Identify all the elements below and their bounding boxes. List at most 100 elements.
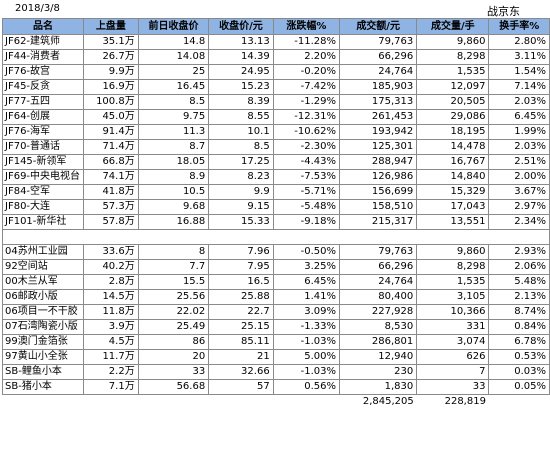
cell-float[interactable]: 7.1万	[83, 379, 139, 395]
cell-float[interactable]: 26.7万	[83, 49, 139, 65]
header-name[interactable]: 品名	[1, 18, 85, 35]
cell-change[interactable]: -5.71%	[272, 184, 341, 200]
cell-change[interactable]: 1.41%	[272, 289, 341, 305]
cell-prev-close[interactable]: 9.75	[137, 109, 210, 125]
cell-prev-close[interactable]: 7.7	[137, 259, 210, 275]
cell-turnover[interactable]: 6.45%	[488, 109, 550, 125]
cell-change[interactable]: -0.20%	[272, 64, 341, 80]
cell-volume[interactable]: 3,105	[416, 289, 490, 305]
cell-close[interactable]: 85.11	[208, 334, 274, 350]
empty-cell[interactable]	[83, 229, 139, 245]
cell-turnover[interactable]: 2.03%	[488, 139, 550, 155]
empty-cell[interactable]	[488, 229, 550, 245]
cell-volume[interactable]: 626	[416, 349, 490, 365]
cell-prev-close[interactable]: 8.5	[137, 94, 210, 110]
cell-turnover[interactable]: 2.13%	[488, 289, 550, 305]
cell-name[interactable]: 97黄山小全张	[1, 349, 85, 365]
cell-amount[interactable]: 185,903	[339, 79, 418, 95]
cell-name[interactable]: JF77-五四	[1, 94, 85, 110]
cell-close[interactable]: 9.9	[208, 184, 274, 200]
cell-volume[interactable]: 18,195	[416, 124, 490, 140]
cell-volume[interactable]: 12,097	[416, 79, 490, 95]
table-row[interactable]: JF45-反贪 16.9万 16.45 15.23 -7.42% 185,903 12,09…	[1, 79, 550, 95]
cell-name[interactable]: JF44-消费者	[1, 49, 85, 65]
cell-amount[interactable]: 261,453	[339, 109, 418, 125]
cell-prev-close[interactable]: 20	[137, 349, 210, 365]
empty-cell[interactable]	[273, 229, 340, 245]
cell-amount[interactable]: 79,763	[339, 34, 418, 50]
cell-float[interactable]: 2.8万	[83, 274, 139, 290]
table-row[interactable]: JF76-海军 91.4万 11.3 10.1 -10.62% 193,942 18,195…	[1, 124, 550, 140]
cell-turnover[interactable]: 2.34%	[488, 214, 550, 230]
cell-name[interactable]: 06邮政小版	[1, 289, 85, 305]
cell-prev-close[interactable]: 14.08	[137, 49, 210, 65]
cell-volume[interactable]: 8,298	[416, 49, 490, 65]
cell-turnover[interactable]: 2.51%	[488, 154, 550, 170]
cell-amount[interactable]: 24,764	[339, 274, 418, 290]
cell-close[interactable]: 13.13	[208, 34, 274, 50]
cell-volume[interactable]: 16,767	[416, 154, 490, 170]
cell-close[interactable]: 25.15	[208, 319, 274, 335]
cell-prev-close[interactable]: 9.68	[137, 199, 210, 215]
table-row[interactable]: JF80-大连 57.3万 9.68 9.15 -5.48% 158,510 17,043 2…	[1, 199, 550, 215]
cell-amount[interactable]: 126,986	[339, 169, 418, 185]
cell-float[interactable]: 11.8万	[83, 304, 139, 320]
cell-amount[interactable]: 1,830	[339, 379, 418, 395]
cell-turnover[interactable]: 1.99%	[488, 124, 550, 140]
cell-amount[interactable]: 80,400	[339, 289, 418, 305]
cell-change[interactable]: -5.48%	[272, 199, 341, 215]
cell-prev-close[interactable]: 25	[137, 64, 210, 80]
cell-close[interactable]: 8.55	[208, 109, 274, 125]
cell-float[interactable]: 66.8万	[83, 154, 139, 170]
cell-prev-close[interactable]: 25.49	[137, 319, 210, 335]
cell-float[interactable]: 45.0万	[83, 109, 139, 125]
cell-prev-close[interactable]: 16.88	[137, 214, 210, 230]
cell-close[interactable]: 32.66	[208, 364, 274, 380]
cell-amount[interactable]: 286,801	[339, 334, 418, 350]
cell-turnover[interactable]: 0.84%	[488, 319, 550, 335]
cell-change[interactable]: -7.53%	[272, 169, 341, 185]
cell-float[interactable]: 40.2万	[83, 259, 139, 275]
cell-turnover[interactable]: 2.06%	[488, 259, 550, 275]
cell-close[interactable]: 57	[208, 379, 274, 395]
cell-volume[interactable]: 9,860	[416, 244, 490, 260]
cell-prev-close[interactable]: 8.9	[137, 169, 210, 185]
table-row[interactable]: JF84-空军 41.8万 10.5 9.9 -5.71% 156,699 15,329 3.…	[1, 184, 550, 200]
table-row[interactable]: 07石湾陶瓷小版 3.9万 25.49 25.15 -1.33% 8,530 331 0.84…	[1, 319, 550, 335]
header-float[interactable]: 上盘量	[83, 18, 139, 35]
cell-prev-close[interactable]: 14.8	[137, 34, 210, 50]
cell-turnover[interactable]: 8.74%	[488, 304, 550, 320]
cell-prev-close[interactable]: 86	[137, 334, 210, 350]
cell-turnover[interactable]: 3.67%	[488, 184, 550, 200]
cell-amount[interactable]: 227,928	[339, 304, 418, 320]
cell-close[interactable]: 8.5	[208, 139, 274, 155]
cell-volume[interactable]: 14,478	[416, 139, 490, 155]
cell-change[interactable]: 3.25%	[272, 259, 341, 275]
cell-close[interactable]: 7.96	[208, 244, 274, 260]
empty-cell[interactable]	[339, 229, 417, 245]
cell-float[interactable]: 41.8万	[83, 184, 139, 200]
cell-close[interactable]: 16.5	[208, 274, 274, 290]
cell-volume[interactable]: 15,329	[416, 184, 490, 200]
cell-float[interactable]: 2.2万	[83, 364, 139, 380]
empty-cell[interactable]	[208, 229, 274, 245]
cell-turnover[interactable]: 2.00%	[488, 169, 550, 185]
cell-turnover[interactable]: 1.54%	[488, 64, 550, 80]
cell-change[interactable]: 3.09%	[272, 304, 341, 320]
cell-float[interactable]: 4.5万	[83, 334, 139, 350]
cell-close[interactable]: 15.33	[208, 214, 274, 230]
cell-change[interactable]: -0.50%	[272, 244, 341, 260]
cell-prev-close[interactable]: 10.5	[137, 184, 210, 200]
cell-amount[interactable]: 24,764	[339, 64, 418, 80]
cell-float[interactable]: 91.4万	[83, 124, 139, 140]
cell-volume[interactable]: 10,366	[416, 304, 490, 320]
cell-prev-close[interactable]: 25.56	[137, 289, 210, 305]
cell-name[interactable]: 92空间站	[1, 259, 85, 275]
cell-change[interactable]: -1.03%	[272, 364, 341, 380]
table-row[interactable]: JF101-新华社 57.8万 16.88 15.33 -9.18% 215,317 13,…	[1, 214, 550, 230]
cell-float[interactable]: 33.6万	[83, 244, 139, 260]
cell-turnover[interactable]: 2.80%	[488, 34, 550, 50]
cell-amount[interactable]: 215,317	[339, 214, 418, 230]
cell-close[interactable]: 7.95	[208, 259, 274, 275]
cell-turnover[interactable]: 3.11%	[488, 49, 550, 65]
